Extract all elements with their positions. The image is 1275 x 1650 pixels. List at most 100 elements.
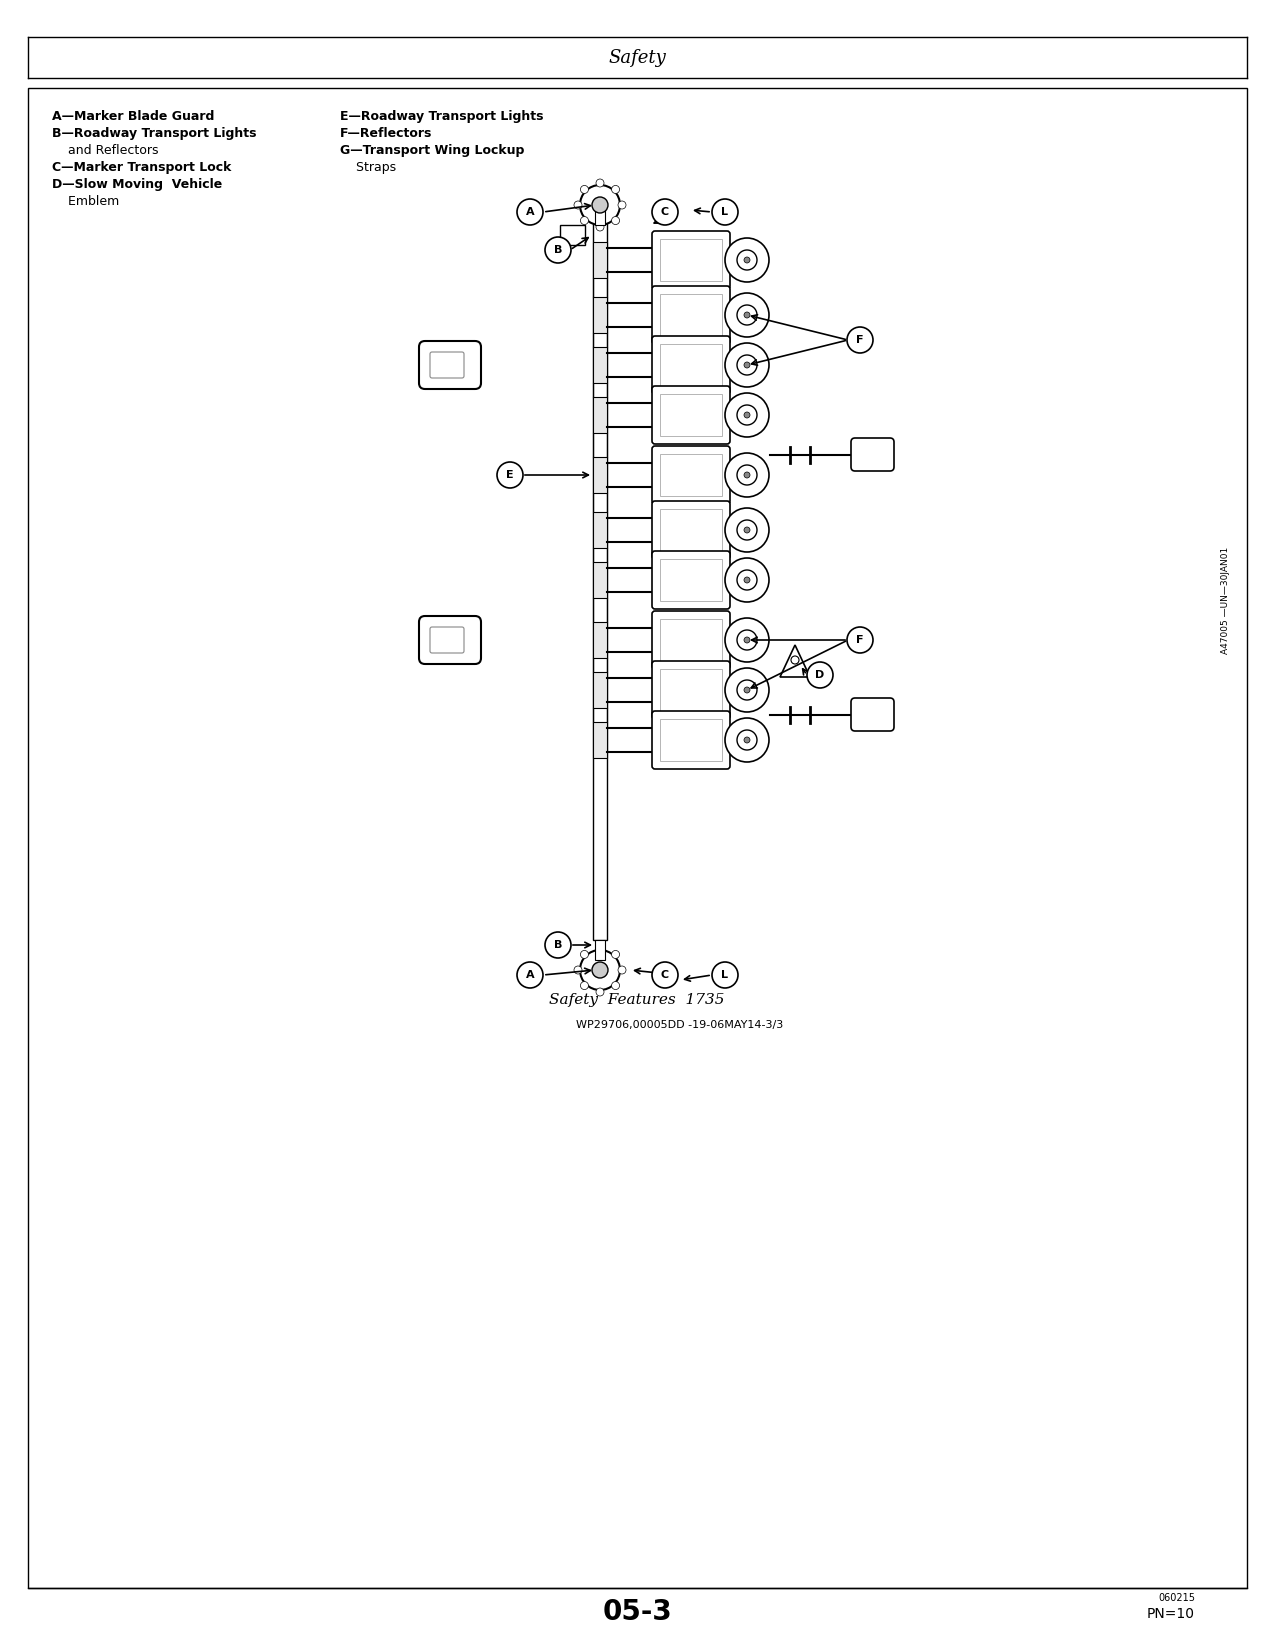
FancyBboxPatch shape [652,662,731,719]
FancyBboxPatch shape [850,698,894,731]
Bar [660,619,722,662]
Circle shape [745,412,750,417]
Text: A: A [525,206,534,218]
FancyBboxPatch shape [850,437,894,470]
Circle shape [612,950,620,959]
Circle shape [595,988,604,997]
Text: E—Roadway Transport Lights: E—Roadway Transport Lights [340,111,543,124]
Circle shape [580,950,620,990]
Text: C—Marker Transport Lock: C—Marker Transport Lock [52,162,231,173]
Circle shape [612,982,620,990]
Bar [593,297,607,333]
Text: D: D [816,670,825,680]
Text: F: F [857,335,863,345]
Circle shape [652,200,678,224]
Text: C: C [660,970,669,980]
Circle shape [737,355,757,375]
Circle shape [595,223,604,231]
FancyBboxPatch shape [419,342,481,389]
Circle shape [737,404,757,426]
Circle shape [807,662,833,688]
Circle shape [737,569,757,591]
Text: B: B [553,940,562,950]
FancyBboxPatch shape [430,351,464,378]
Circle shape [580,185,620,224]
Circle shape [725,454,769,497]
Circle shape [544,238,571,262]
Bar [593,723,607,757]
Bar [660,668,722,711]
Polygon shape [780,645,810,676]
Bar [593,346,607,383]
Circle shape [737,520,757,540]
Text: 060215: 060215 [1158,1592,1195,1604]
Text: A47005 —UN—30JAN01: A47005 —UN—30JAN01 [1220,546,1229,653]
Bar [560,224,585,244]
Text: Safety  Features  1735: Safety Features 1735 [550,993,724,1006]
Bar [593,457,607,493]
Circle shape [592,962,608,978]
Text: L: L [722,206,728,218]
Circle shape [618,965,626,973]
Circle shape [745,312,750,318]
Circle shape [737,305,757,325]
Text: A—Marker Blade Guard: A—Marker Blade Guard [52,111,214,124]
Circle shape [595,944,604,952]
FancyBboxPatch shape [652,502,731,559]
Circle shape [725,508,769,553]
Circle shape [737,630,757,650]
Text: E: E [506,470,514,480]
Bar [593,219,607,940]
Text: WP29706,00005DD -19-06MAY14-3/3: WP29706,00005DD -19-06MAY14-3/3 [576,1020,784,1030]
Circle shape [497,462,523,488]
Circle shape [711,200,738,224]
Bar [593,243,607,277]
Circle shape [516,200,543,224]
FancyBboxPatch shape [652,386,731,444]
Circle shape [725,393,769,437]
FancyBboxPatch shape [652,610,731,668]
Bar [660,719,722,761]
Circle shape [711,962,738,988]
Circle shape [592,196,608,213]
Circle shape [612,216,620,224]
Circle shape [725,718,769,762]
Bar [660,294,722,337]
Circle shape [725,668,769,713]
Circle shape [745,686,750,693]
FancyBboxPatch shape [652,446,731,503]
Circle shape [745,361,750,368]
FancyBboxPatch shape [652,231,731,289]
FancyBboxPatch shape [419,615,481,663]
Circle shape [745,526,750,533]
Circle shape [737,729,757,751]
Text: Safety: Safety [608,50,666,68]
Circle shape [790,657,799,663]
Circle shape [745,578,750,582]
FancyBboxPatch shape [652,337,731,394]
Circle shape [737,680,757,700]
Text: Emblem: Emblem [52,195,120,208]
Text: B: B [553,244,562,256]
Circle shape [612,185,620,193]
Circle shape [580,950,589,959]
Text: A: A [525,970,534,980]
Circle shape [725,238,769,282]
FancyBboxPatch shape [652,285,731,343]
Circle shape [580,216,589,224]
Circle shape [745,637,750,644]
Bar [593,512,607,548]
Bar [593,672,607,708]
Bar [660,559,722,601]
Circle shape [544,932,571,959]
Bar [595,940,606,960]
Circle shape [595,178,604,186]
Text: C: C [660,206,669,218]
Circle shape [580,185,589,193]
Bar [660,394,722,436]
Bar [660,343,722,386]
Circle shape [725,558,769,602]
Circle shape [516,962,543,988]
Text: Straps: Straps [340,162,397,173]
Bar [593,622,607,658]
